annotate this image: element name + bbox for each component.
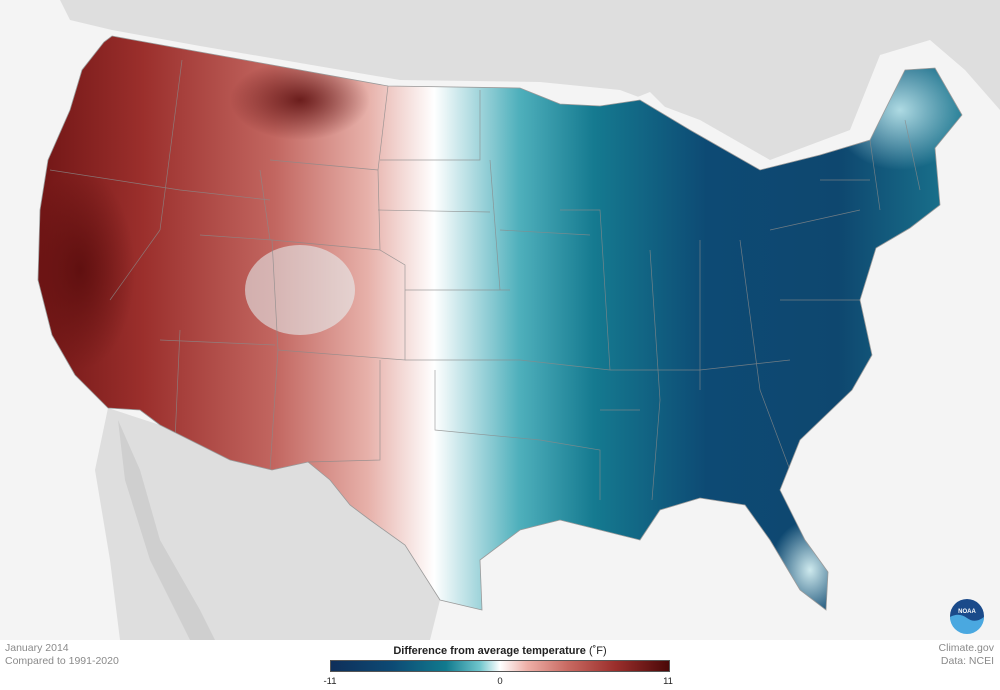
noaa-logo-icon: NOAA xyxy=(950,599,984,634)
noaa-logo-text: NOAA xyxy=(958,609,976,615)
map-meta: January 2014 Compared to 1991-2020 xyxy=(5,642,119,668)
legend-tick-max: 11 xyxy=(663,676,673,687)
map-date: January 2014 xyxy=(5,642,69,654)
credits: Climate.gov Data: NCEI xyxy=(939,642,994,668)
legend-color-bar xyxy=(330,660,670,672)
temperature-anomaly-map xyxy=(37,0,1000,640)
footer: January 2014 Compared to 1991-2020 Diffe… xyxy=(0,640,1000,690)
legend-unit: (˚F) xyxy=(588,645,607,657)
legend-tick-mid: 0 xyxy=(497,676,503,687)
canada-landmass xyxy=(60,0,1000,160)
credit-data-source: Data: NCEI xyxy=(940,655,994,667)
legend-title: Difference from average temperature (˚F) xyxy=(0,645,1000,657)
legend-tick-min: -11 xyxy=(323,676,337,687)
map-baseline: Compared to 1991-2020 xyxy=(5,655,119,667)
credit-climate-gov: Climate.gov xyxy=(938,642,994,654)
legend-title-text: Difference from average temperature xyxy=(393,645,586,657)
state-boundaries xyxy=(49,59,921,501)
